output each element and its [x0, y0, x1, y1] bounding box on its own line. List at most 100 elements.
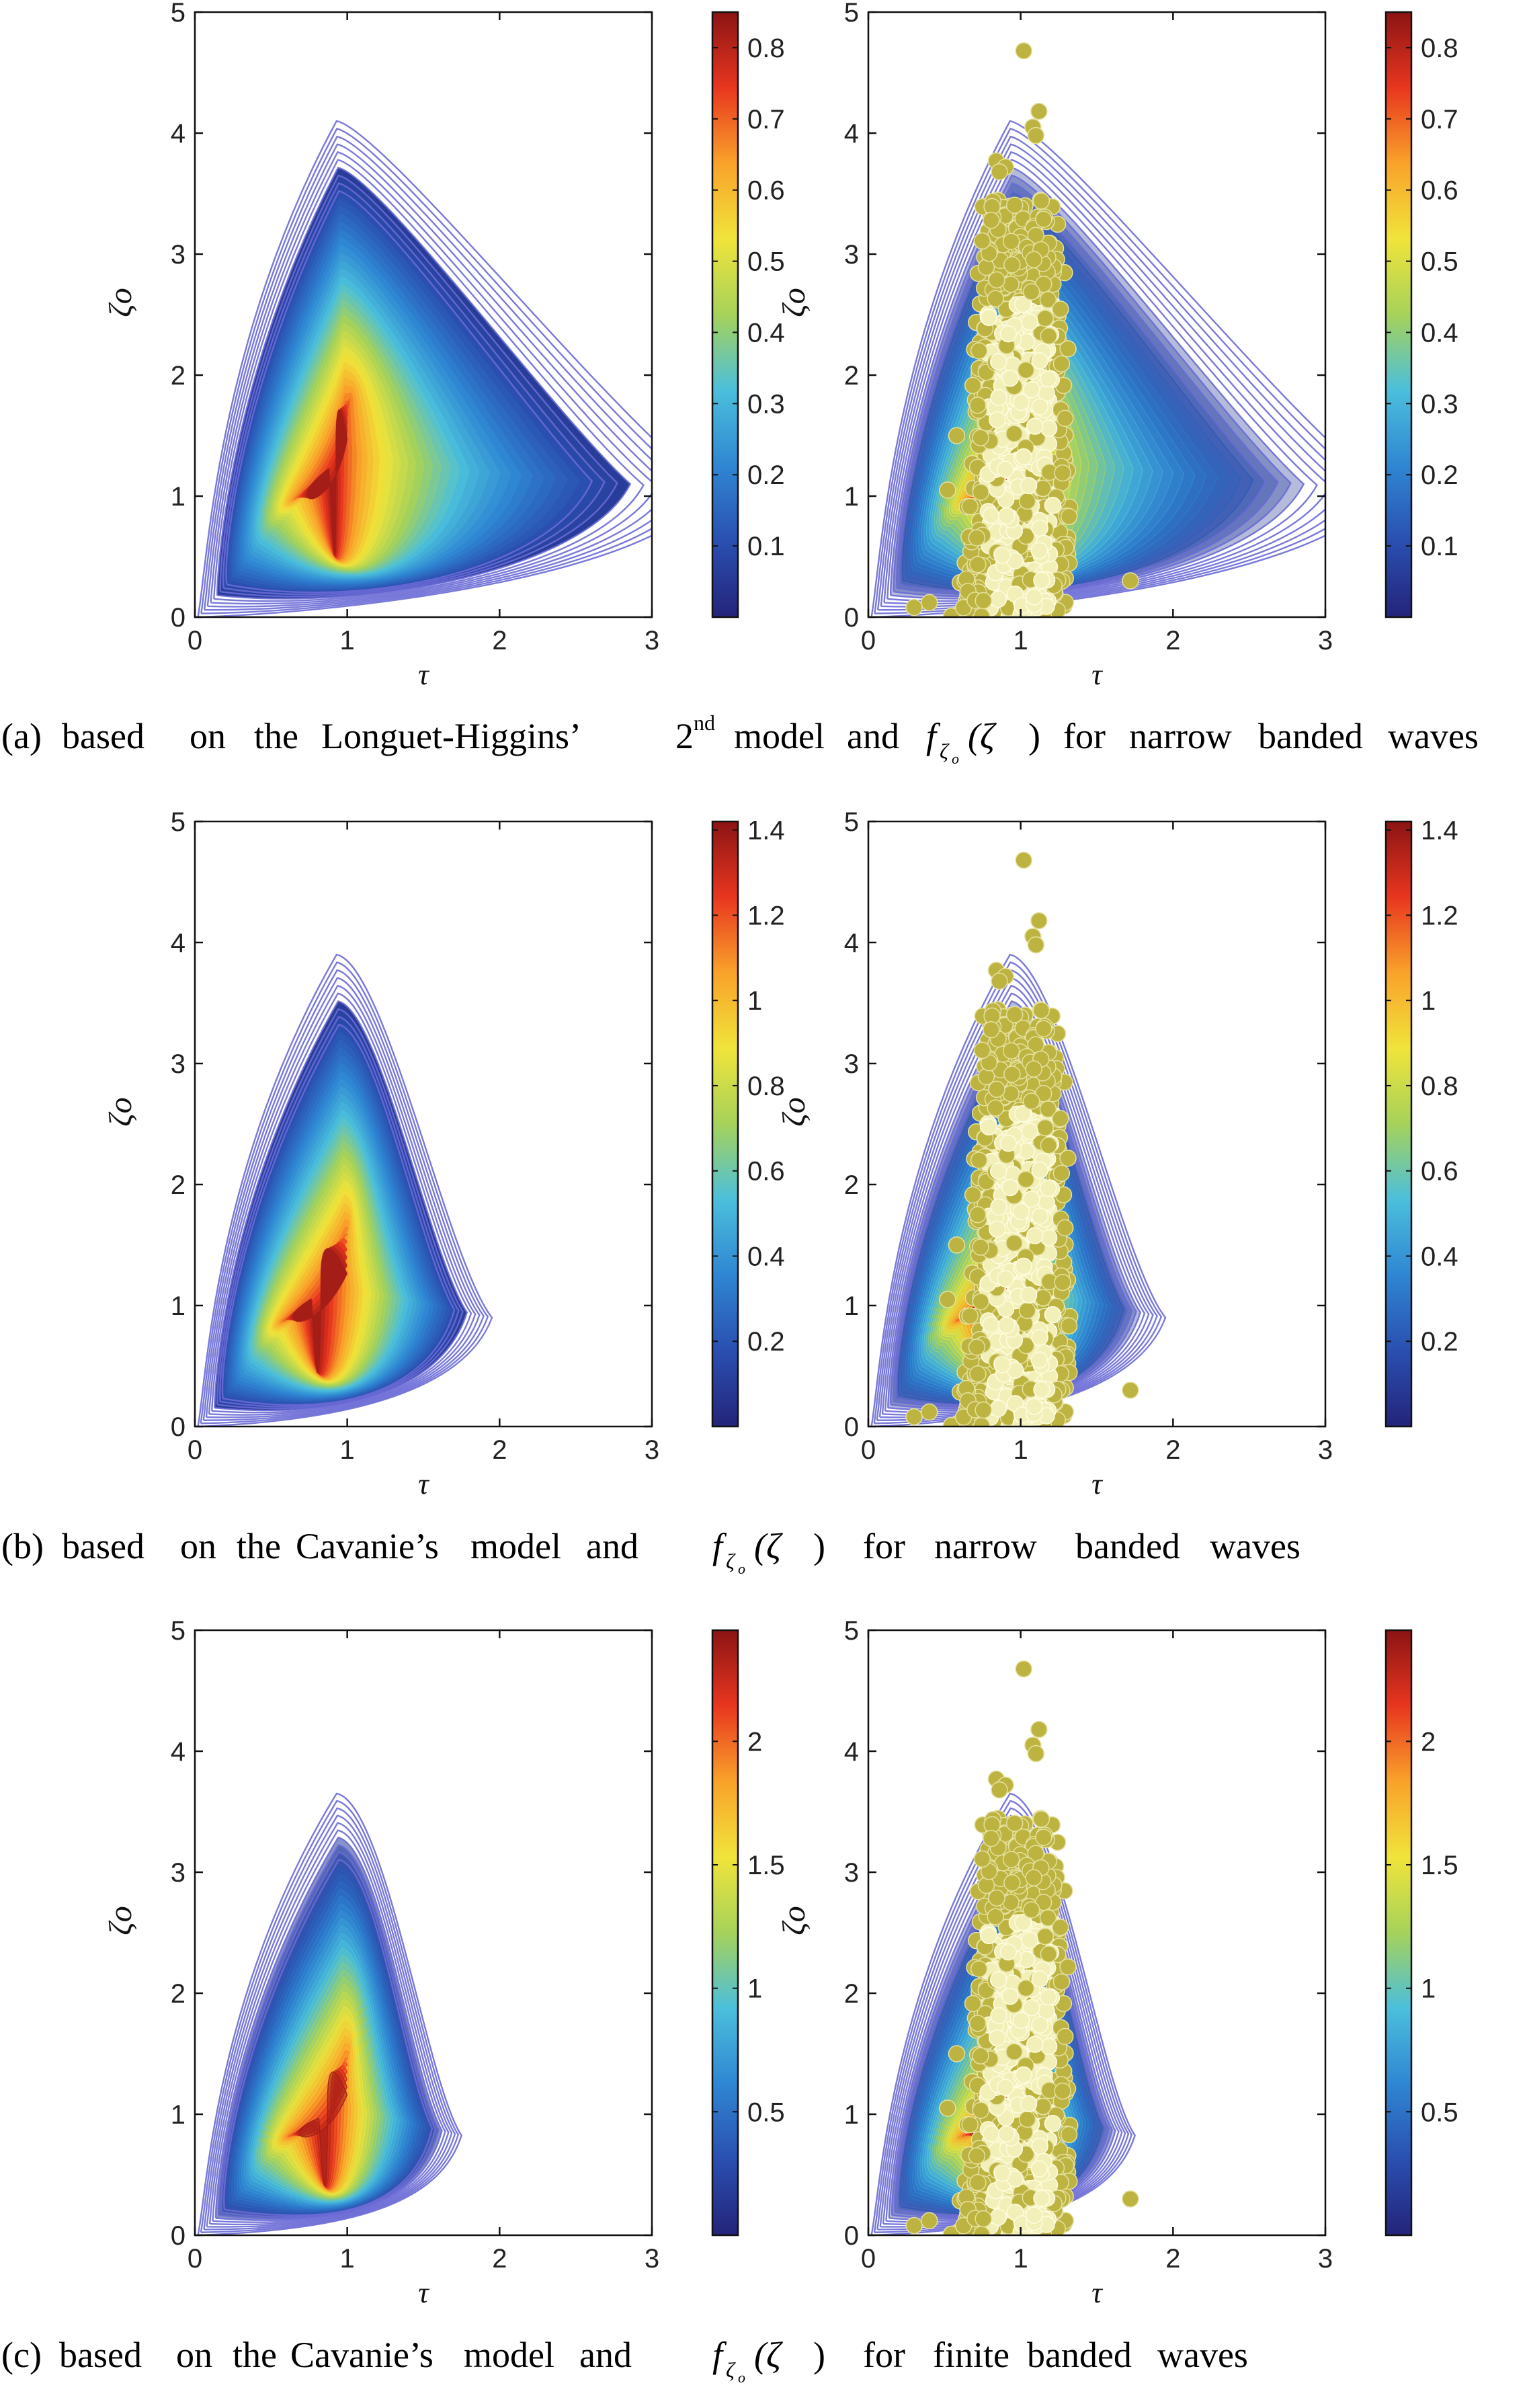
scatter-point: [1054, 2082, 1071, 2100]
y-tick-label: 2: [844, 361, 859, 391]
contour-level-5: [886, 159, 1318, 602]
contour-level-41: [306, 409, 348, 556]
x-tick-label: 3: [645, 626, 659, 655]
scatter-point: [975, 2210, 992, 2228]
scatter-point: [993, 1356, 1011, 1373]
scatter-point: [1040, 2038, 1058, 2055]
scatter-point: [982, 1316, 1000, 1334]
x-tick-label: 1: [1014, 2244, 1028, 2274]
scatter-point: [1036, 309, 1054, 327]
x-axis-label: τ: [418, 2276, 430, 2309]
scatter-point: [920, 1403, 938, 1421]
scatter-point: [1033, 571, 1050, 589]
scatter-point: [948, 1236, 966, 1254]
scatter-point: [989, 1971, 1007, 1989]
scatter-point: [1052, 1164, 1071, 1182]
contour-level-3: [880, 143, 1325, 608]
scatter-point: [920, 2212, 938, 2230]
scatter-point: [1015, 448, 1032, 466]
scatter-point: [1052, 1110, 1069, 1127]
scatter-point: [1039, 1909, 1057, 1927]
scatter-point: [939, 481, 956, 499]
scatter-point: [972, 1238, 989, 1256]
scatter-point: [1040, 370, 1057, 388]
colorbar: [1385, 820, 1413, 1428]
scatter-point: [999, 1134, 1018, 1152]
contour-level-1: [200, 1800, 460, 2233]
colorbar-tick-label: 0.3: [1421, 389, 1458, 419]
y-tick-label: 4: [844, 1737, 859, 1767]
scatter-point: [1005, 1814, 1024, 1832]
scatter-point: [1002, 1085, 1020, 1102]
colorbar-tick-label: 1: [747, 1974, 762, 2004]
y-tick-label: 5: [171, 807, 185, 837]
contour-level-2: [203, 1807, 456, 2231]
contour-level-0: [870, 120, 1325, 617]
scatter-point: [1020, 1286, 1038, 1304]
x-tick-label: 3: [645, 1435, 659, 1465]
contour-group: [197, 120, 652, 617]
colorbar: [711, 820, 739, 1428]
scatter-point: [905, 1408, 923, 1426]
scatter-point: [1035, 210, 1052, 228]
scatter-point: [1020, 477, 1038, 495]
scatter-point: [1056, 2028, 1074, 2046]
colorbar-tick-label: 0.6: [747, 1157, 785, 1187]
contour-level-1: [200, 128, 652, 614]
scatter-point: [983, 211, 1000, 229]
scatter-point: [1040, 1945, 1058, 1963]
scatter-group: [905, 42, 1139, 617]
contour-level-4: [208, 1822, 450, 2226]
panel-b-right: 0 1 2 3 0 1 2 3 4 5 τ ζo 0.2 0.4 0.6 0.8 1 1.2 1.4: [776, 807, 1458, 1500]
contour-level-5: [210, 992, 472, 1414]
scatter-point: [1025, 588, 1043, 606]
scatter-point: [948, 427, 966, 444]
colorbar-tick-label: 0.8: [1421, 34, 1458, 63]
y-tick-label: 3: [844, 1858, 859, 1888]
colorbar-tick-label: 1.5: [1421, 1851, 1458, 1880]
colorbar-tick-label: 0.8: [747, 1072, 785, 1101]
scatter-point: [1030, 2160, 1048, 2177]
scatter-point: [982, 2124, 1000, 2142]
y-axis-label: ζo: [776, 1906, 812, 1935]
scatter-point: [1002, 1042, 1020, 1059]
scatter-point: [964, 1186, 982, 1204]
x-tick-label: 1: [1014, 626, 1028, 655]
scatter-point: [1036, 1119, 1054, 1137]
scatter-point: [1059, 1150, 1077, 1167]
contour-level-3: [206, 1814, 453, 2228]
x-tick-label: 1: [340, 626, 355, 655]
scatter-point: [964, 1995, 982, 2013]
scatter-point: [1026, 1227, 1044, 1244]
x-tick-label: 2: [1165, 626, 1180, 655]
scatter-point: [1014, 1105, 1032, 1123]
scatter-point: [989, 353, 1007, 370]
scatter-point: [1030, 1351, 1048, 1369]
scatter-point: [1012, 1203, 1030, 1221]
scatter-point: [1034, 275, 1052, 293]
scatter-point: [973, 2225, 991, 2235]
colorbar-tick-label: 1.2: [1421, 901, 1458, 930]
colorbar-tick-label: 0.5: [1421, 247, 1458, 277]
colorbar-tick-label: 2: [1421, 1727, 1436, 1757]
x-tick-label: 2: [1165, 2244, 1180, 2274]
colorbar-tick-label: 0.7: [1421, 105, 1458, 134]
axes-frame: [867, 820, 1327, 1428]
scatter-point: [1039, 1100, 1057, 1118]
scatter-point: [1003, 1066, 1021, 1083]
scatter-point: [983, 1829, 1000, 1847]
scatter-point: [999, 1943, 1018, 1961]
colorbar-tick-label: 1.5: [747, 1851, 785, 1880]
x-axis-label: τ: [418, 658, 430, 691]
scatter-point: [1031, 1970, 1048, 1988]
y-tick-label: 0: [844, 1412, 859, 1442]
x-tick-label: 2: [492, 2244, 507, 2274]
colorbar-tick-label: 0.6: [1421, 1157, 1458, 1187]
scatter-point: [982, 506, 1000, 524]
scatter-point: [1034, 1893, 1052, 1911]
y-axis-label: ζo: [103, 288, 138, 317]
caption-a-prefix: (a): [1, 716, 42, 756]
scatter-point: [968, 2015, 987, 2032]
scatter-point: [939, 1291, 956, 1308]
scatter-point: [1021, 313, 1038, 331]
